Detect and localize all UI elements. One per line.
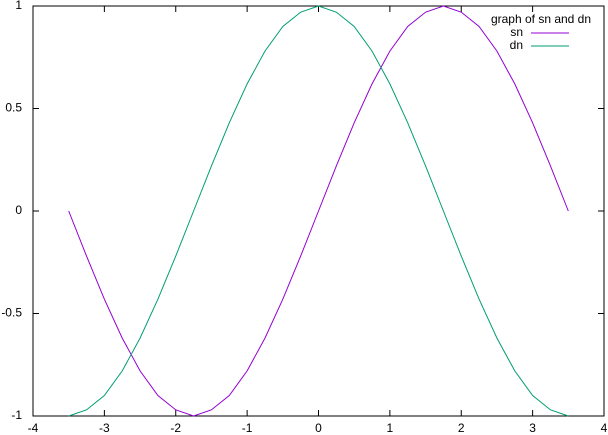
y-tick-label: 1 (15, 0, 22, 12)
x-tick-label: 4 (601, 421, 608, 435)
line-dn (68, 5, 569, 417)
y-tick-label: -0.5 (1, 306, 22, 320)
x-tick-label: 0 (315, 421, 322, 435)
x-tick-label: -3 (99, 421, 110, 435)
y-tick-label: 0 (15, 203, 22, 217)
legend-label: sn (510, 25, 523, 39)
x-tick-label: 3 (529, 421, 536, 435)
legend-title: graph of sn and dn (491, 12, 591, 26)
y-tick-label: 0.5 (5, 101, 22, 115)
x-tick-label: 1 (387, 421, 394, 435)
y-tick-label: -1 (11, 408, 22, 422)
x-tick-label: -2 (170, 421, 181, 435)
line-sn (68, 5, 569, 417)
x-tick-label: 2 (458, 421, 465, 435)
legend-label: dn (510, 38, 523, 52)
x-tick-label: -4 (28, 421, 39, 435)
x-tick-label: -1 (242, 421, 253, 435)
